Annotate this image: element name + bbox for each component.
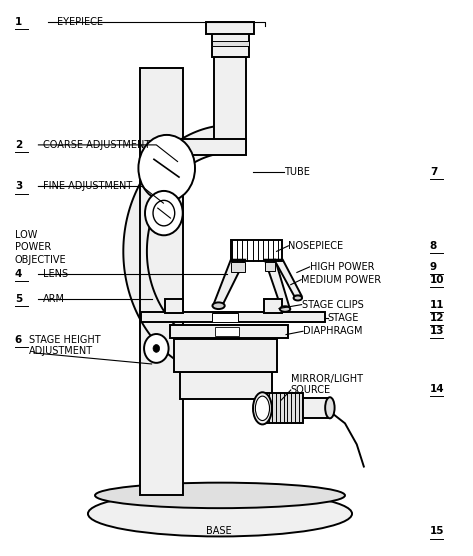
Bar [182, 140, 246, 155]
Bar [180, 373, 272, 399]
Text: 1: 1 [15, 17, 22, 27]
Text: 15: 15 [430, 527, 444, 537]
Text: STAGE: STAGE [327, 313, 359, 323]
Ellipse shape [255, 396, 270, 420]
Text: EYEPIECE: EYEPIECE [57, 17, 103, 27]
Polygon shape [265, 260, 289, 307]
Text: FINE ADJUSTMENT: FINE ADJUSTMENT [43, 181, 132, 191]
Text: 7: 7 [430, 166, 437, 176]
Text: ARM: ARM [43, 294, 65, 304]
Bar [206, 22, 254, 34]
Ellipse shape [95, 483, 345, 508]
Text: LENS: LENS [43, 269, 68, 279]
Bar [169, 325, 289, 338]
Text: DIAPHRAGM: DIAPHRAGM [303, 326, 362, 336]
Bar [231, 240, 282, 261]
Text: HIGH POWER: HIGH POWER [310, 262, 374, 272]
Text: NOSEPIECE: NOSEPIECE [289, 241, 343, 251]
Polygon shape [123, 125, 227, 378]
Ellipse shape [294, 295, 302, 300]
Ellipse shape [325, 397, 334, 418]
Text: MEDIUM POWER: MEDIUM POWER [301, 275, 381, 285]
Text: BASE: BASE [206, 527, 231, 537]
Bar [141, 312, 325, 322]
Ellipse shape [253, 392, 272, 424]
Bar [212, 313, 238, 322]
Bar [303, 398, 330, 418]
Bar [265, 262, 275, 271]
Polygon shape [274, 260, 302, 296]
Bar [211, 41, 249, 46]
Text: 6: 6 [15, 335, 22, 345]
Text: 13: 13 [430, 326, 444, 336]
Bar [140, 68, 183, 495]
Text: 14: 14 [430, 384, 445, 394]
Circle shape [145, 191, 183, 235]
Text: STAGE HEIGHT
ADJUSTMENT: STAGE HEIGHT ADJUSTMENT [29, 335, 101, 356]
Text: TUBE: TUBE [284, 166, 309, 176]
Circle shape [153, 200, 175, 226]
Ellipse shape [212, 302, 225, 309]
Bar [211, 25, 249, 57]
Bar [215, 327, 239, 336]
Text: LOW
POWER
OBJECTIVE: LOW POWER OBJECTIVE [15, 230, 67, 265]
Ellipse shape [280, 306, 290, 312]
Circle shape [139, 135, 195, 201]
Bar [264, 299, 282, 313]
Bar [174, 339, 277, 373]
Bar [165, 299, 183, 313]
Text: 4: 4 [15, 269, 22, 279]
Text: 2: 2 [15, 140, 22, 150]
Polygon shape [214, 260, 245, 304]
Circle shape [144, 334, 168, 363]
Bar [231, 262, 245, 272]
Text: STAGE CLIPS: STAGE CLIPS [302, 300, 363, 310]
Text: 11: 11 [430, 300, 444, 310]
Bar [263, 393, 303, 423]
Text: 8: 8 [430, 241, 437, 251]
Text: 10: 10 [430, 275, 444, 285]
Text: 9: 9 [430, 262, 437, 272]
Bar [214, 46, 246, 151]
Text: COARSE ADJUSTMENT: COARSE ADJUSTMENT [43, 140, 150, 150]
Text: 5: 5 [15, 294, 22, 304]
Text: 3: 3 [15, 181, 22, 191]
Ellipse shape [88, 491, 352, 537]
Text: 12: 12 [430, 313, 444, 323]
Text: MIRROR/LIGHT
SOURCE: MIRROR/LIGHT SOURCE [291, 374, 363, 395]
Circle shape [153, 345, 159, 353]
